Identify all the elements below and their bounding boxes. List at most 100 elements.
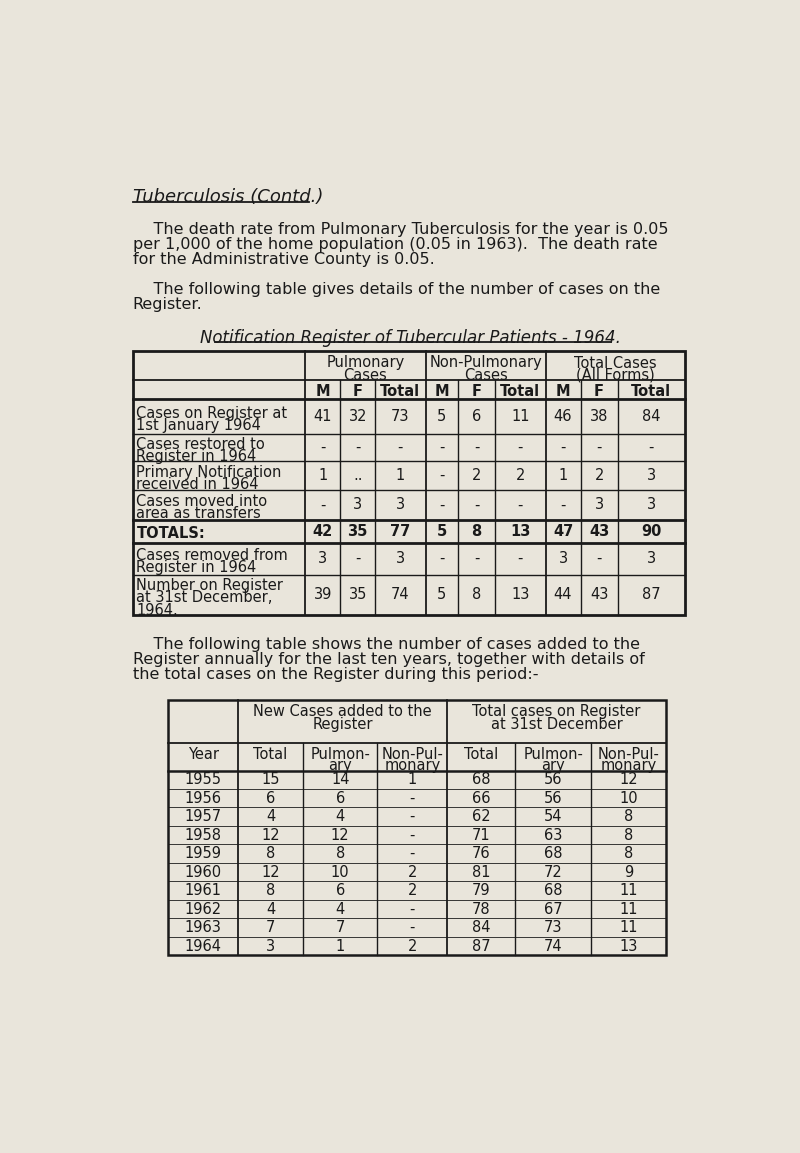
Text: 11: 11	[619, 902, 638, 917]
Text: 8: 8	[624, 846, 633, 861]
Text: 41: 41	[314, 409, 332, 424]
Text: 12: 12	[619, 773, 638, 787]
Text: 32: 32	[349, 409, 367, 424]
Text: 38: 38	[590, 409, 608, 424]
Text: Cases moved into: Cases moved into	[137, 495, 267, 510]
Text: 3: 3	[594, 497, 604, 512]
Text: 44: 44	[554, 588, 572, 603]
Text: Non-Pul-: Non-Pul-	[598, 747, 659, 762]
Text: Pulmon-: Pulmon-	[523, 747, 583, 762]
Text: -: -	[560, 440, 566, 455]
Text: -: -	[439, 468, 445, 483]
Text: The following table shows the number of cases added to the: The following table shows the number of …	[133, 636, 639, 651]
Text: Register in 1964: Register in 1964	[137, 449, 257, 464]
Text: 4: 4	[266, 902, 275, 917]
Text: 46: 46	[554, 409, 572, 424]
Text: 1957: 1957	[185, 809, 222, 824]
Text: 2: 2	[408, 865, 417, 880]
Text: Total: Total	[254, 747, 288, 762]
Text: Primary Notification: Primary Notification	[137, 465, 282, 480]
Text: 3: 3	[318, 551, 327, 566]
Text: -: -	[410, 902, 415, 917]
Text: -: -	[474, 497, 479, 512]
Text: 3: 3	[353, 497, 362, 512]
Text: -: -	[439, 497, 445, 512]
Text: -: -	[355, 551, 360, 566]
Text: per 1,000 of the home population (0.05 in 1963).  The death rate: per 1,000 of the home population (0.05 i…	[133, 236, 657, 251]
Text: Year: Year	[187, 747, 218, 762]
Text: 68: 68	[544, 846, 562, 861]
Text: -: -	[597, 440, 602, 455]
Text: Register.: Register.	[133, 297, 202, 312]
Text: -: -	[410, 809, 415, 824]
Text: 13: 13	[510, 523, 530, 538]
Text: -: -	[410, 846, 415, 861]
Text: 7: 7	[266, 920, 275, 935]
Text: F: F	[353, 384, 362, 399]
Text: -: -	[410, 828, 415, 843]
Text: 76: 76	[472, 846, 490, 861]
Text: 1956: 1956	[185, 791, 222, 806]
Text: 12: 12	[261, 828, 280, 843]
Text: Total: Total	[631, 384, 671, 399]
Text: 2: 2	[594, 468, 604, 483]
Text: Cases on Register at: Cases on Register at	[137, 406, 287, 421]
Text: -: -	[649, 440, 654, 455]
Text: 6: 6	[472, 409, 482, 424]
Text: 10: 10	[619, 791, 638, 806]
Text: 68: 68	[544, 883, 562, 898]
Text: Notification Register of Tubercular Patients - 1964.: Notification Register of Tubercular Pati…	[199, 330, 621, 347]
Text: The following table gives details of the number of cases on the: The following table gives details of the…	[133, 281, 660, 296]
Text: 3: 3	[396, 497, 405, 512]
Text: Cases removed from: Cases removed from	[137, 548, 288, 563]
Bar	[168, 700, 666, 956]
Text: 35: 35	[349, 588, 367, 603]
Text: 1st January 1964: 1st January 1964	[137, 419, 262, 434]
Text: New Cases added to the: New Cases added to the	[254, 703, 432, 718]
Text: 84: 84	[472, 920, 490, 935]
Text: 11: 11	[619, 883, 638, 898]
Text: 43: 43	[589, 523, 610, 538]
Text: 79: 79	[472, 883, 490, 898]
Text: 3: 3	[647, 551, 656, 566]
Text: 2: 2	[472, 468, 482, 483]
Text: 39: 39	[314, 588, 332, 603]
Text: 11: 11	[511, 409, 530, 424]
Text: M: M	[315, 384, 330, 399]
Text: Pulmonary: Pulmonary	[326, 355, 405, 370]
Text: 67: 67	[544, 902, 562, 917]
Text: ary: ary	[542, 759, 566, 774]
Text: 66: 66	[472, 791, 490, 806]
Text: 1962: 1962	[185, 902, 222, 917]
Bar	[133, 351, 685, 615]
Text: 1955: 1955	[185, 773, 222, 787]
Text: M: M	[434, 384, 449, 399]
Text: 68: 68	[472, 773, 490, 787]
Text: 43: 43	[590, 588, 608, 603]
Text: 84: 84	[642, 409, 661, 424]
Text: 1: 1	[558, 468, 568, 483]
Text: Cases restored to: Cases restored to	[137, 437, 265, 452]
Text: 1964.: 1964.	[137, 603, 178, 618]
Text: 5: 5	[437, 409, 446, 424]
Text: 4: 4	[336, 809, 345, 824]
Text: 1: 1	[336, 939, 345, 954]
Text: for the Administrative County is 0.05.: for the Administrative County is 0.05.	[133, 253, 434, 267]
Text: 42: 42	[313, 523, 333, 538]
Text: ary: ary	[328, 759, 352, 774]
Text: 8: 8	[336, 846, 345, 861]
Text: -: -	[597, 551, 602, 566]
Text: 72: 72	[544, 865, 562, 880]
Text: -: -	[410, 920, 415, 935]
Text: 47: 47	[553, 523, 573, 538]
Text: 81: 81	[472, 865, 490, 880]
Text: -: -	[439, 440, 445, 455]
Text: 8: 8	[624, 809, 633, 824]
Text: Cases: Cases	[343, 368, 387, 383]
Text: Number on Register: Number on Register	[137, 578, 283, 593]
Text: 3: 3	[266, 939, 275, 954]
Text: 2: 2	[408, 939, 417, 954]
Text: 6: 6	[266, 791, 275, 806]
Text: -: -	[410, 791, 415, 806]
Text: 73: 73	[391, 409, 410, 424]
